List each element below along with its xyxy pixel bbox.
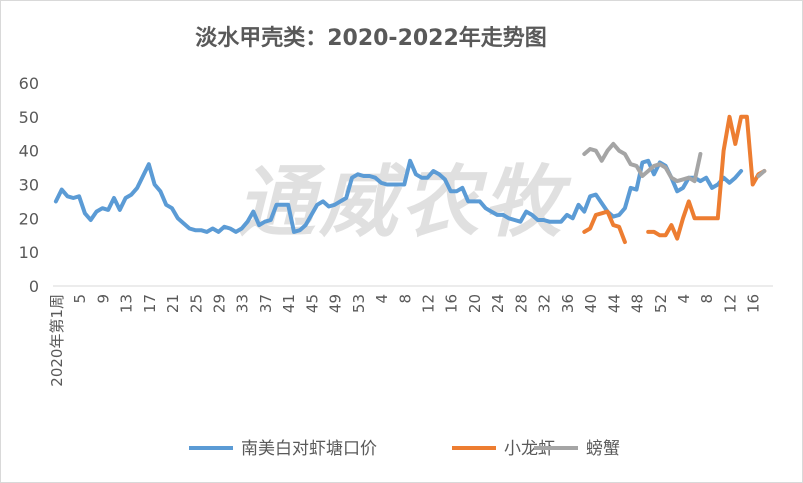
y-tick-label: 20 xyxy=(19,209,39,228)
y-tick-label: 10 xyxy=(19,243,39,262)
watermark-text: 通威农牧 xyxy=(237,158,572,248)
y-tick-label: 30 xyxy=(19,176,39,195)
x-tick-label: 25 xyxy=(187,294,205,313)
x-tick-label: 28 xyxy=(512,294,530,313)
x-tick-label: 13 xyxy=(118,294,136,313)
series-line-1 xyxy=(582,114,767,244)
x-tick-label: 8 xyxy=(396,294,414,304)
series-line-2 xyxy=(582,141,767,184)
x-tick-label: 32 xyxy=(536,294,554,313)
x-tick-label: 29 xyxy=(210,294,228,313)
legend-label: 小龙虾 xyxy=(504,439,555,459)
x-tick-label: 52 xyxy=(652,294,670,313)
series-lines xyxy=(53,114,767,244)
y-tick-label: 50 xyxy=(19,108,39,127)
x-tick-label: 48 xyxy=(629,294,647,313)
x-tick-label-first: 2020年第1周 xyxy=(48,294,66,387)
x-tick-label: 49 xyxy=(327,294,345,313)
x-tick-label: 9 xyxy=(94,294,112,304)
legend: 南美白对虾塘口价 小龙虾 螃蟹 xyxy=(189,439,620,459)
x-tick-label: 12 xyxy=(721,294,739,313)
x-tick-label: 41 xyxy=(280,294,298,313)
x-tick-label: 8 xyxy=(698,294,716,304)
x-axis: 2020年第1周 5 9 13 17 21 25 29 33 37 41 45 49 53 4 8 12 16 20… xyxy=(48,285,773,387)
y-tick-label: 0 xyxy=(29,277,39,296)
x-tick-label: 40 xyxy=(582,294,600,313)
x-tick-label: 44 xyxy=(605,294,623,313)
x-tick-label: 45 xyxy=(303,294,321,313)
chart-title: 淡水甲壳类：2020-2022年走势图 xyxy=(195,25,547,51)
y-tick-label: 40 xyxy=(19,142,39,161)
series-line-0 xyxy=(53,158,744,234)
x-tick-label: 5 xyxy=(71,294,89,304)
y-axis: 0 10 20 30 40 50 60 xyxy=(19,74,39,296)
x-tick-label: 16 xyxy=(443,294,461,313)
x-tick-label: 12 xyxy=(420,294,438,313)
legend-label: 南美白对虾塘口价 xyxy=(241,439,377,459)
x-tick-label: 36 xyxy=(559,294,577,313)
x-tick-label: 17 xyxy=(141,294,159,313)
x-tick-label: 16 xyxy=(745,294,763,313)
x-tick-label: 53 xyxy=(350,294,368,313)
legend-label: 螃蟹 xyxy=(586,439,620,459)
x-tick-label: 4 xyxy=(675,294,693,304)
x-tick-label: 4 xyxy=(373,294,391,304)
x-tick-label: 37 xyxy=(257,294,275,313)
x-tick-label: 20 xyxy=(466,294,484,313)
x-tick-label: 33 xyxy=(234,294,252,313)
y-tick-label: 60 xyxy=(19,74,39,93)
x-tick-label: 21 xyxy=(164,294,182,313)
x-tick-label: 24 xyxy=(489,294,507,313)
